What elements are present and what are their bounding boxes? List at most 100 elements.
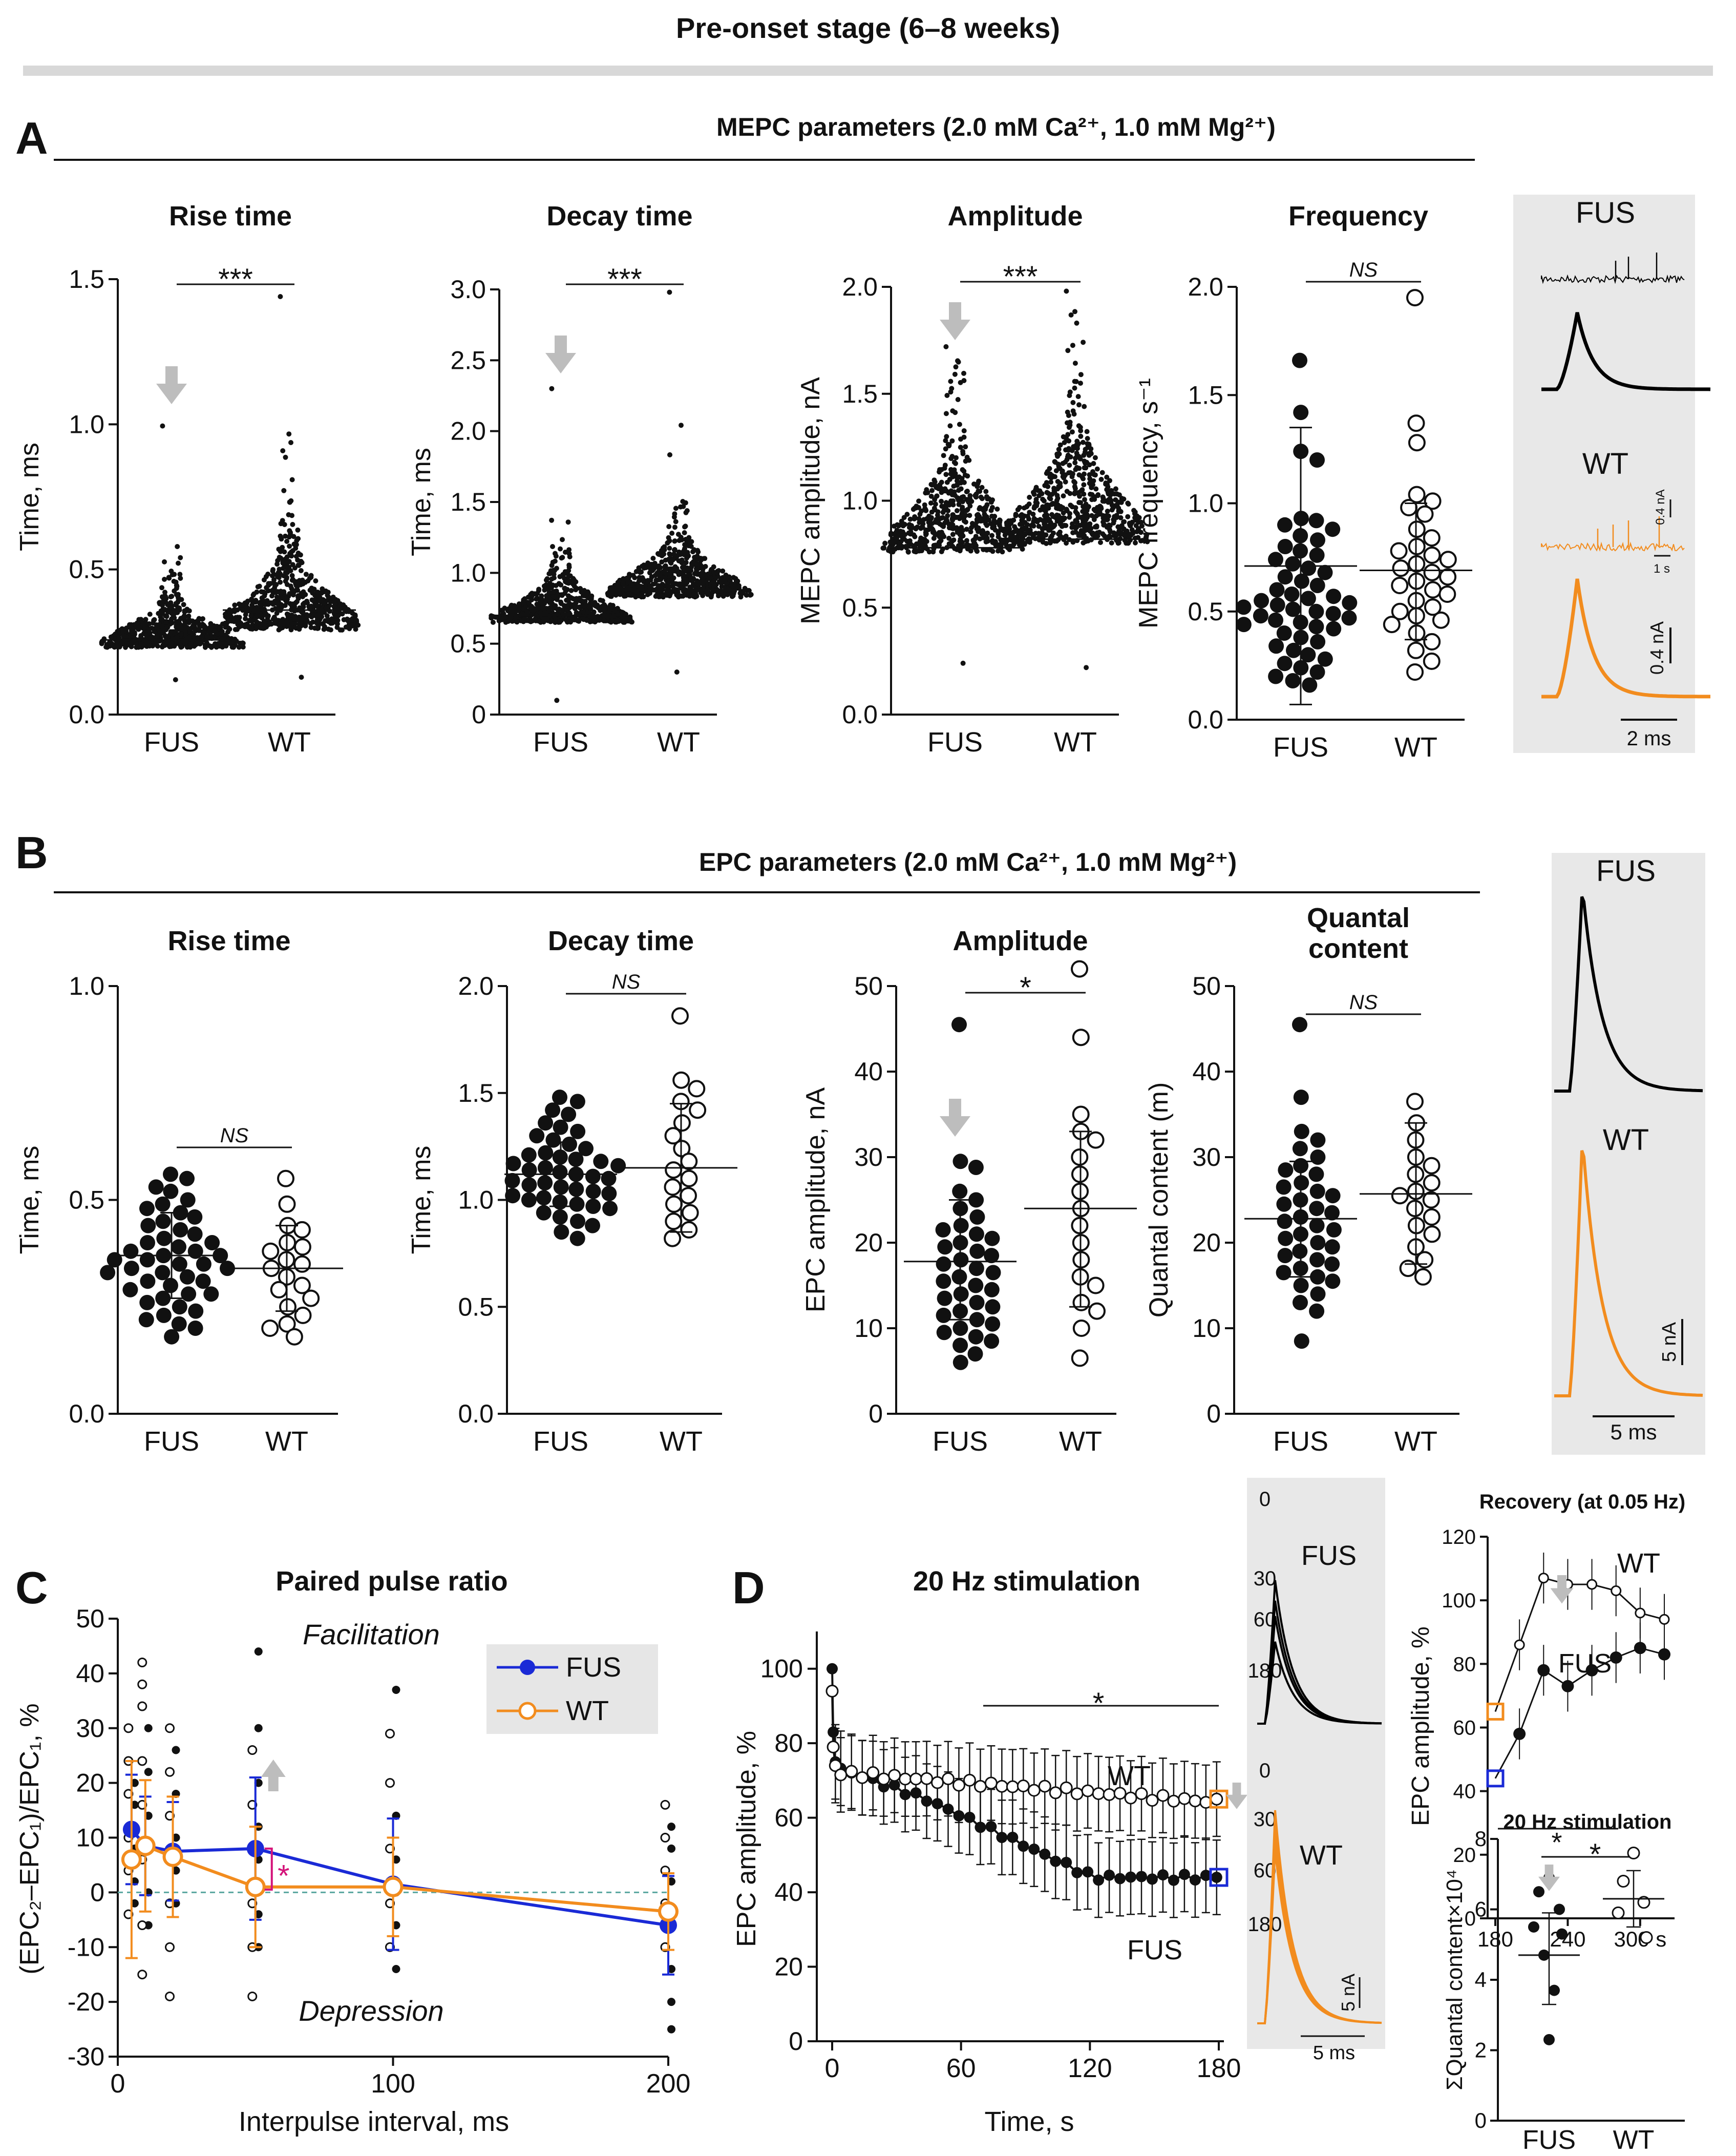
data-point — [900, 523, 906, 529]
data-point — [285, 566, 290, 572]
data-point — [172, 636, 177, 642]
significance-label: * — [1551, 1827, 1562, 1858]
data-point-wt — [123, 1723, 134, 1733]
panel-header-a: MEPC parameters (2.0 mM Ca²⁺, 1.0 mM Mg²… — [716, 113, 1276, 141]
data-point — [942, 466, 947, 471]
data-point — [1111, 530, 1117, 536]
data-point — [295, 550, 301, 556]
data-point — [322, 624, 327, 630]
data-point — [985, 1316, 1001, 1332]
data-point — [179, 1269, 195, 1285]
data-point — [963, 519, 968, 525]
data-point — [1050, 1855, 1062, 1867]
data-point — [304, 598, 310, 604]
data-point — [324, 590, 329, 595]
x-tick-label-wt: WT — [1394, 1426, 1437, 1457]
data-point — [1210, 1792, 1223, 1806]
data-point — [1103, 1788, 1116, 1801]
trace-label-fus: FUS — [1301, 1540, 1357, 1571]
data-point — [1031, 490, 1036, 495]
data-point — [1423, 1157, 1441, 1175]
data-point — [1076, 402, 1082, 408]
data-point — [1556, 1928, 1568, 1940]
y-tick-label: 30 — [76, 1714, 104, 1743]
data-point — [516, 601, 522, 606]
data-point — [1585, 1664, 1598, 1677]
y-tick-label: 40 — [76, 1659, 104, 1688]
data-point — [127, 641, 133, 646]
data-point — [690, 549, 695, 555]
data-point — [682, 592, 688, 597]
data-point — [294, 599, 300, 604]
data-point — [920, 536, 926, 542]
data-point — [672, 566, 678, 572]
data-point — [180, 1192, 196, 1208]
data-point — [977, 536, 983, 541]
data-point — [100, 1265, 116, 1281]
y-tick-label: 1.5 — [842, 380, 878, 408]
data-point — [925, 490, 930, 495]
data-point — [628, 582, 634, 588]
data-point — [935, 520, 940, 526]
data-point — [297, 621, 302, 627]
data-point — [536, 1205, 552, 1221]
significance-label: * — [1093, 1687, 1105, 1720]
data-point — [327, 602, 332, 608]
data-point — [964, 527, 969, 532]
data-point — [561, 1106, 577, 1122]
data-point — [185, 619, 190, 624]
data-point — [1324, 1205, 1340, 1221]
chart-b-amp: 0 10 20 30 40 50 Amplitude EPC amplitude, nA FUS… — [801, 926, 1137, 1457]
data-point — [1268, 612, 1283, 628]
data-point — [179, 1170, 195, 1186]
data-point — [279, 604, 285, 610]
data-point — [1070, 400, 1076, 405]
data-point — [171, 578, 177, 584]
y-tick-label: 40 — [1453, 1781, 1476, 1803]
data-point — [281, 566, 286, 571]
data-point — [173, 677, 178, 682]
data-point — [1407, 414, 1425, 432]
data-point — [1087, 1131, 1105, 1149]
data-point — [952, 1337, 968, 1353]
data-point — [953, 1218, 969, 1233]
data-point — [907, 531, 913, 537]
series-line — [1494, 1577, 1665, 1712]
data-point — [948, 471, 954, 477]
gray-arrow-a-decay — [545, 336, 576, 373]
data-point — [1114, 1873, 1126, 1885]
data-point — [960, 449, 966, 454]
data-point — [568, 619, 574, 625]
data-point — [275, 595, 281, 601]
data-point — [907, 538, 913, 543]
data-point — [550, 544, 555, 549]
data-point — [916, 498, 922, 504]
data-point — [1406, 663, 1424, 681]
series-fus — [880, 344, 1027, 666]
data-point — [1277, 1248, 1293, 1264]
data-point — [154, 638, 159, 644]
panel-letter-c: C — [15, 1562, 48, 1613]
data-point — [1391, 577, 1409, 594]
data-point — [682, 524, 687, 530]
data-point — [563, 588, 568, 594]
data-point — [521, 1177, 537, 1193]
data-point — [954, 508, 960, 513]
data-point — [616, 619, 622, 624]
data-point — [990, 522, 996, 528]
data-point — [1391, 602, 1409, 620]
data-point — [565, 519, 571, 525]
data-point — [103, 644, 109, 650]
data-point — [617, 592, 623, 597]
gray-arrow-d-recovery-head — [1550, 1588, 1574, 1604]
significance-label: NS — [612, 971, 641, 993]
data-point — [159, 610, 164, 616]
data-point — [996, 1832, 1008, 1844]
data-point — [1399, 1260, 1417, 1278]
data-point — [594, 603, 599, 609]
data-point — [946, 525, 952, 531]
x-tick-label: 300 s — [1614, 1927, 1666, 1951]
data-point — [1042, 483, 1048, 488]
data-point — [1309, 547, 1325, 563]
